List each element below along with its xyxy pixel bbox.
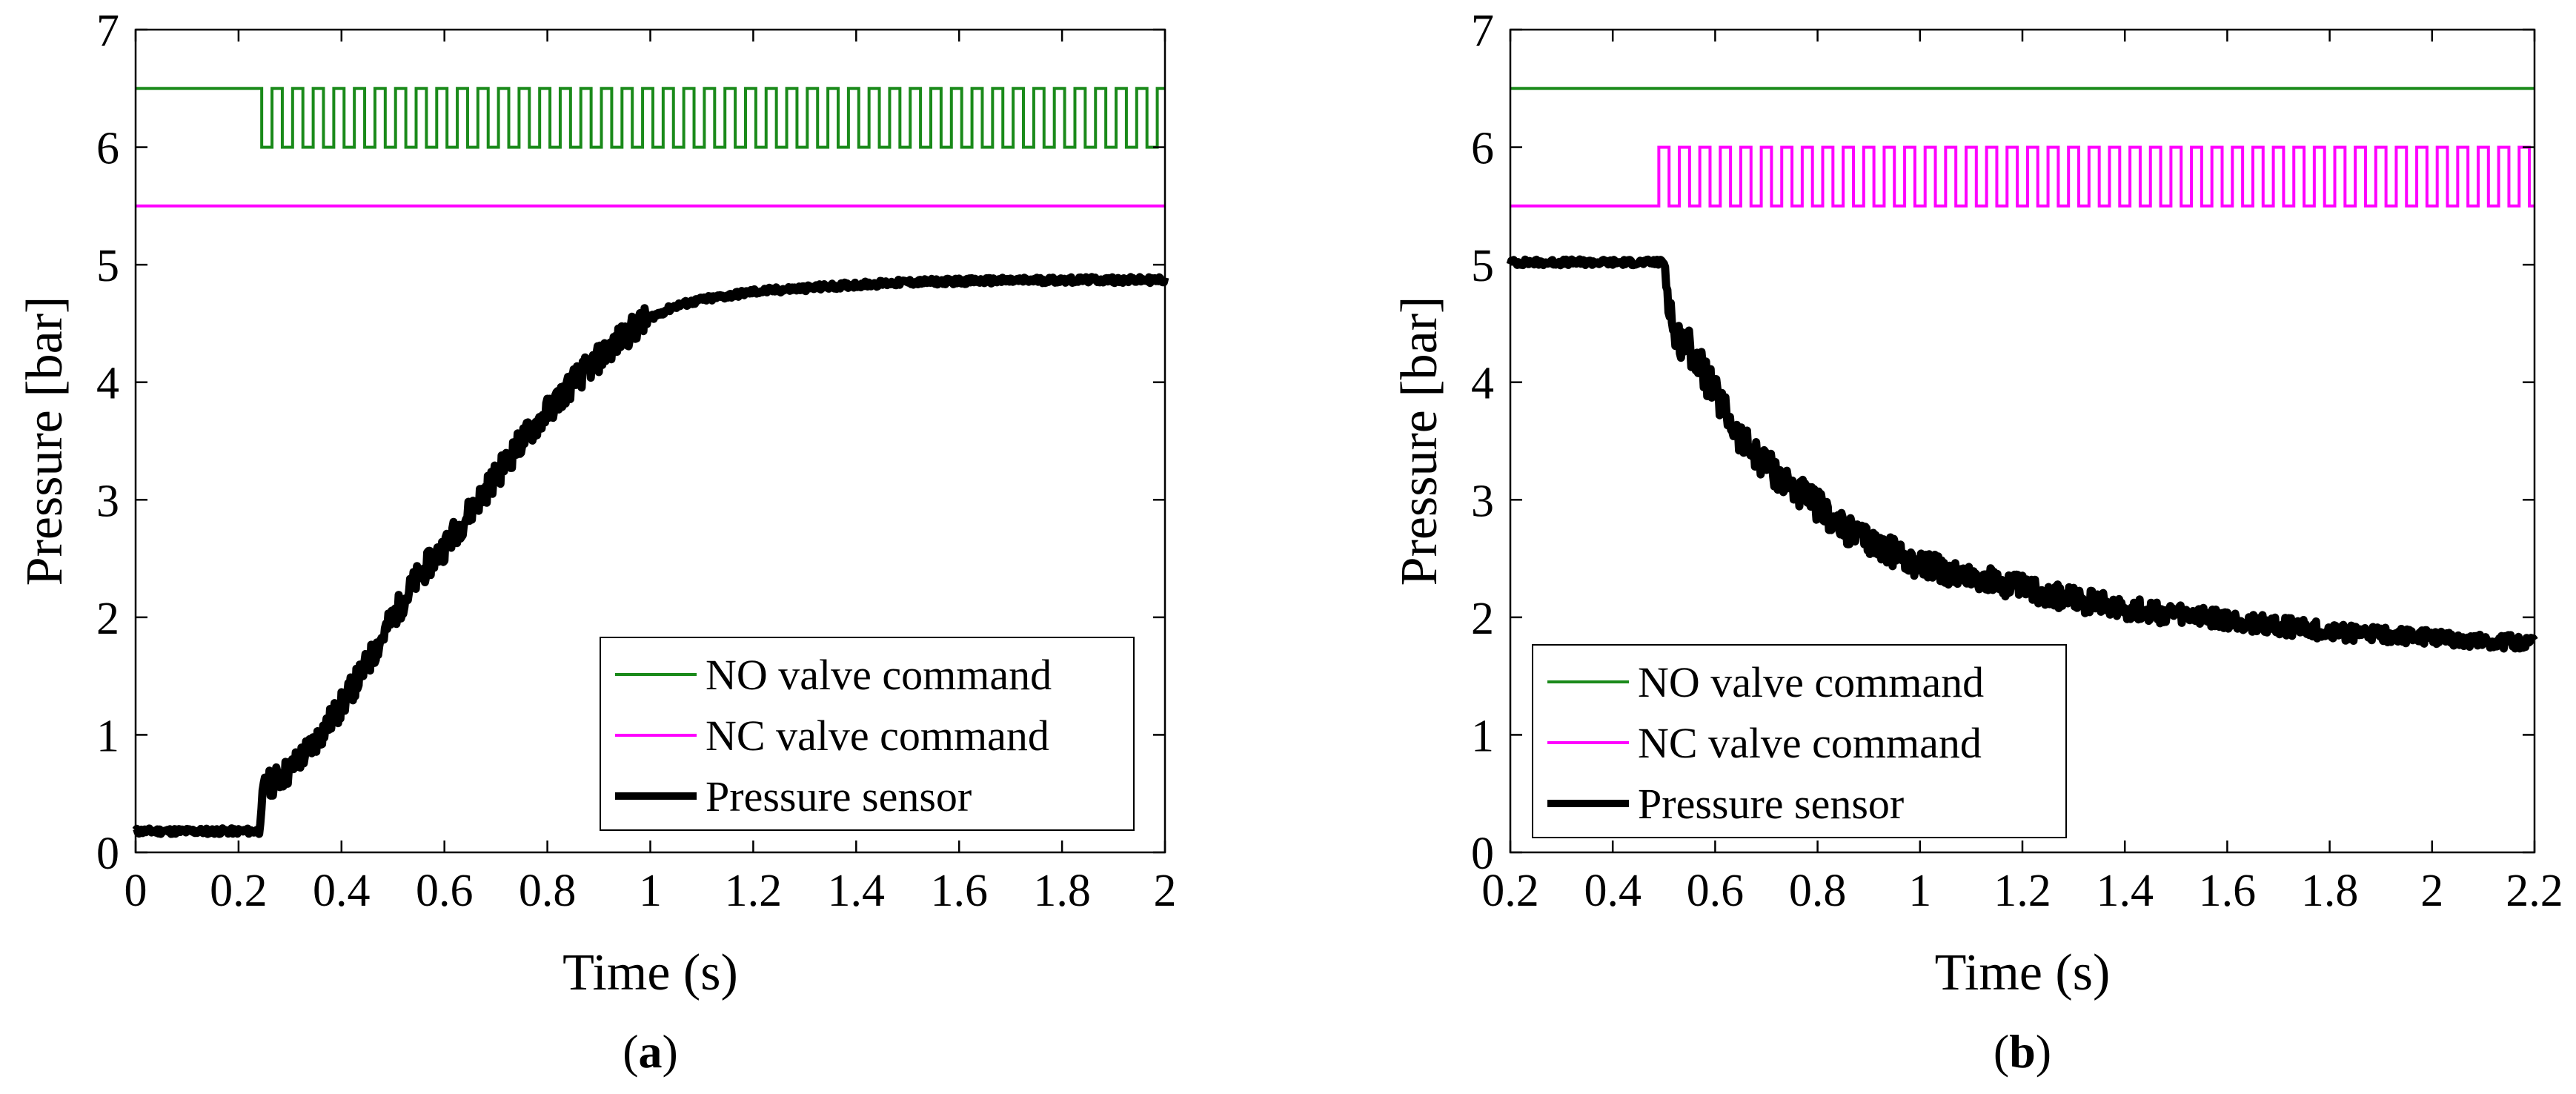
- x-tick-label: 1: [1908, 866, 1931, 916]
- x-tick-label: 0.4: [1584, 866, 1641, 916]
- chart-a-x-axis: 0 0.2 0.4 0.6 0.8 1 1.2 1.4 1.6 1.8 2: [125, 30, 1177, 916]
- x-tick-label: 0: [125, 866, 147, 916]
- x-tick-label: 1.4: [828, 866, 886, 916]
- x-tick-label: 0.2: [1481, 866, 1539, 916]
- series-line: [136, 87, 1165, 149]
- x-tick-label: 0.8: [1789, 866, 1847, 916]
- y-tick-label: 5: [1471, 241, 1494, 291]
- chart-a: 0 0.2 0.4 0.6 0.8 1 1.2 1.4 1.6 1.8 2 0 1 2 3 4 5 6 7 Tim…: [16, 6, 1177, 1078]
- y-tick-label: 3: [1471, 476, 1494, 526]
- x-tick-label: 0.6: [416, 866, 474, 916]
- x-tick-label: 1.6: [930, 866, 988, 916]
- x-tick-label: 1.8: [1033, 866, 1091, 916]
- series-line: [1510, 145, 2534, 208]
- y-tick-label: 4: [1471, 359, 1494, 409]
- y-tick-label: 1: [96, 711, 119, 761]
- chart-b-panel-letter: b: [2009, 1025, 2036, 1078]
- x-tick-label: 0.8: [519, 866, 577, 916]
- y-tick-label: 6: [96, 124, 119, 174]
- chart-a-series-layer: [132, 87, 1169, 838]
- x-tick-label: 0.2: [210, 866, 268, 916]
- series-line-pressure: [1506, 255, 2538, 653]
- chart-b-panel-label: (b): [1994, 1025, 2051, 1078]
- y-tick-label: 6: [1471, 124, 1494, 174]
- chart-a-legend: NO valve command NC valve command Pressu…: [600, 637, 1135, 831]
- x-tick-label: 2: [1154, 866, 1177, 916]
- x-tick-label: 0.4: [313, 866, 371, 916]
- x-tick-label: 2: [2420, 866, 2443, 916]
- y-tick-label: 7: [96, 6, 119, 56]
- chart-b-legend-label-no-valve: NO valve command: [1638, 658, 1984, 706]
- y-tick-label: 0: [1471, 829, 1494, 879]
- chart-a-panel-label: (a): [623, 1025, 678, 1078]
- x-tick-label: 2.2: [2506, 866, 2563, 916]
- y-tick-label: 0: [96, 829, 119, 879]
- chart-a-legend-label-pressure: Pressure sensor: [706, 772, 972, 820]
- y-tick-label: 4: [96, 359, 119, 409]
- x-tick-label: 1.2: [1994, 866, 2051, 916]
- y-tick-label: 7: [1471, 6, 1494, 56]
- chart-b-legend: NO valve command NC valve command Pressu…: [1532, 644, 2067, 838]
- chart-a-legend-label-no-valve: NO valve command: [706, 651, 1052, 699]
- chart-a-x-axis-label: Time (s): [562, 944, 738, 1001]
- x-tick-label: 1: [639, 866, 662, 916]
- y-tick-label: 2: [96, 594, 119, 644]
- chart-b-legend-label-nc-valve: NC valve command: [1638, 719, 1982, 767]
- chart-b-y-axis-label: Pressure [bar]: [1391, 296, 1448, 586]
- chart-a-y-axis: 0 1 2 3 4 5 6 7: [96, 6, 1165, 879]
- chart-b-legend-label-pressure: Pressure sensor: [1638, 780, 1904, 828]
- chart-b-y-axis: 0 1 2 3 4 5 6 7: [1471, 6, 2534, 879]
- y-tick-label: 2: [1471, 594, 1494, 644]
- chart-b: 0.2 0.4 0.6 0.8 1 1.2 1.4 1.6 1.8 2 2.2 0 1 2 3 4 5 6 7 T…: [1391, 6, 2563, 1078]
- chart-a-y-axis-label: Pressure [bar]: [16, 296, 73, 586]
- x-tick-label: 1.4: [2096, 866, 2154, 916]
- y-tick-label: 3: [96, 476, 119, 526]
- chart-b-x-axis-label: Time (s): [1935, 944, 2111, 1001]
- x-tick-label: 1.6: [2199, 866, 2257, 916]
- x-tick-label: 1.2: [725, 866, 783, 916]
- chart-b-x-axis: 0.2 0.4 0.6 0.8 1 1.2 1.4 1.6 1.8 2 2.2: [1481, 30, 2563, 916]
- series-line-pressure: [132, 273, 1169, 838]
- x-tick-label: 1.8: [2301, 866, 2359, 916]
- x-tick-label: 0.6: [1687, 866, 1745, 916]
- chart-a-panel-letter: a: [639, 1025, 663, 1078]
- y-tick-label: 1: [1471, 711, 1494, 761]
- chart-a-legend-label-nc-valve: NC valve command: [706, 712, 1049, 760]
- y-tick-label: 5: [96, 241, 119, 291]
- chart-b-series-layer: [1506, 87, 2538, 653]
